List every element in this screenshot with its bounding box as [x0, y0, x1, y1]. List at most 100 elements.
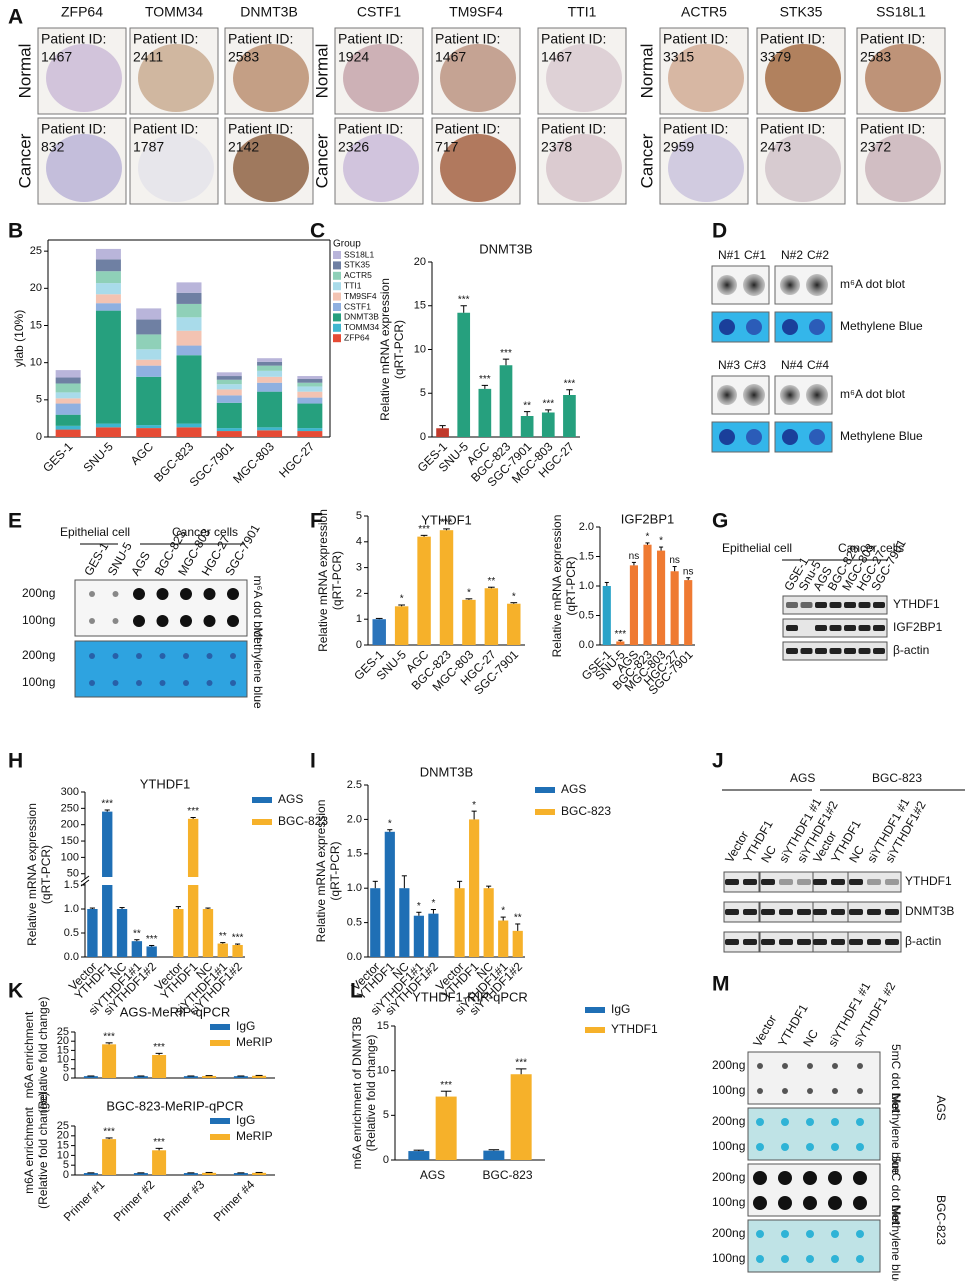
legend-label: MeRIP [236, 1035, 273, 1049]
column-label: AGS [128, 549, 153, 578]
y-tick-label: 0.5 [64, 927, 79, 939]
methylene-membrane [747, 1107, 881, 1161]
legend-swatch [333, 303, 341, 311]
bar [257, 370, 283, 377]
bar [498, 920, 509, 957]
bar [297, 403, 323, 429]
panel-letter: C [310, 220, 325, 243]
panel-letter: F [310, 510, 323, 533]
legend-label: AGS [278, 792, 303, 806]
bar [83, 1173, 98, 1175]
bar [102, 1044, 117, 1078]
column-label: NC [800, 1027, 821, 1049]
x-tick-label: GES-1 [40, 439, 76, 475]
bar [478, 388, 492, 437]
bar [102, 811, 113, 877]
significance: *** [187, 806, 199, 817]
patient-id: 2583 [860, 49, 891, 65]
x-tick-label: BGC-823 [482, 1168, 532, 1182]
column-label: Vector [750, 1013, 779, 1049]
patient-id-label: Patient ID: [41, 121, 106, 137]
bar [55, 414, 81, 426]
significance: *** [479, 374, 491, 385]
gene-name: TOMM34 [145, 4, 203, 20]
blot-band [743, 909, 757, 915]
blot-label: Methylene Blue [840, 319, 923, 333]
bar [146, 946, 157, 957]
bar [399, 888, 410, 957]
legend-swatch [333, 323, 341, 332]
bar [216, 389, 242, 396]
y-tick-label: 20 [414, 256, 426, 268]
y-tick-label: 15 [377, 1020, 389, 1032]
blot-dot [717, 385, 737, 405]
x-tick-label: HGC-27 [276, 439, 317, 480]
blot-band [867, 909, 881, 915]
x-tick-label: Primer #1 [61, 1177, 108, 1224]
blot-band [831, 939, 845, 945]
patient-id-label: Patient ID: [663, 31, 728, 47]
significance: * [400, 594, 404, 605]
blot-label: Methylene blue [889, 1205, 903, 1281]
blot-label: Methylene Blue [840, 429, 923, 443]
blot-dot [156, 588, 169, 600]
bar [602, 586, 611, 645]
patient-id: 2378 [541, 139, 572, 155]
blot-dot [227, 588, 239, 600]
bar [252, 1075, 267, 1078]
blot-dot [856, 1118, 864, 1126]
significance: *** [615, 629, 627, 640]
y-tick-label: 5 [63, 1159, 69, 1171]
sample-label: C#3 [744, 358, 766, 372]
y-tick-label: 200 [61, 819, 79, 831]
bar [439, 530, 454, 645]
blot-band [885, 939, 899, 945]
blot-band [815, 602, 827, 608]
blot-dot [806, 1118, 814, 1126]
row-label: β-actin [893, 643, 929, 657]
y-tick-label: 5 [36, 394, 42, 406]
blot-dot [89, 591, 95, 597]
bar [216, 379, 242, 385]
y-tick-label: 20 [30, 282, 42, 294]
blot-dot [746, 319, 762, 335]
row-label: 200ng [712, 1170, 745, 1184]
patient-id-label: Patient ID: [760, 31, 825, 47]
bar [216, 372, 242, 377]
bar [95, 294, 121, 304]
blot-dot [803, 1171, 817, 1185]
blot-dot [831, 1118, 839, 1126]
blot-dot [743, 384, 765, 406]
y-axis-label: (qRT-PCR) [39, 845, 53, 904]
patient-id: 832 [41, 139, 65, 155]
blot-dot [782, 429, 798, 445]
blot-dot [136, 653, 142, 659]
panel-letter: D [712, 220, 727, 243]
significance: *** [542, 399, 554, 410]
blot-membrane [747, 1051, 881, 1105]
sample-label: N#1 [718, 248, 740, 262]
bar [217, 943, 228, 957]
blot-band [873, 625, 885, 631]
y-tick-label: 2 [356, 587, 362, 599]
y-tick-label: 25 [30, 245, 42, 257]
bar [297, 428, 323, 432]
legend-label: IgG [611, 1002, 630, 1016]
chart-title: YTHDF1 [421, 512, 472, 527]
y-tick-label: 25 [57, 1120, 69, 1132]
blot-band [797, 879, 811, 885]
chart-title: DNMT3B [479, 241, 532, 256]
row-label: 100ng [22, 675, 55, 689]
y-axis-label: Relative mRNA expression [314, 800, 328, 943]
bar [95, 427, 121, 437]
legend-swatch [585, 1027, 605, 1033]
blot-dot [746, 429, 762, 445]
legend-label: DNMT3B [344, 312, 379, 322]
legend-swatch [210, 1118, 230, 1124]
row-label: 100ng [712, 1195, 745, 1209]
legend-swatch [535, 809, 555, 815]
bar [252, 1172, 267, 1175]
blot-dot [757, 1088, 763, 1094]
row-label: 200ng [712, 1058, 745, 1072]
blot-band [873, 648, 885, 654]
